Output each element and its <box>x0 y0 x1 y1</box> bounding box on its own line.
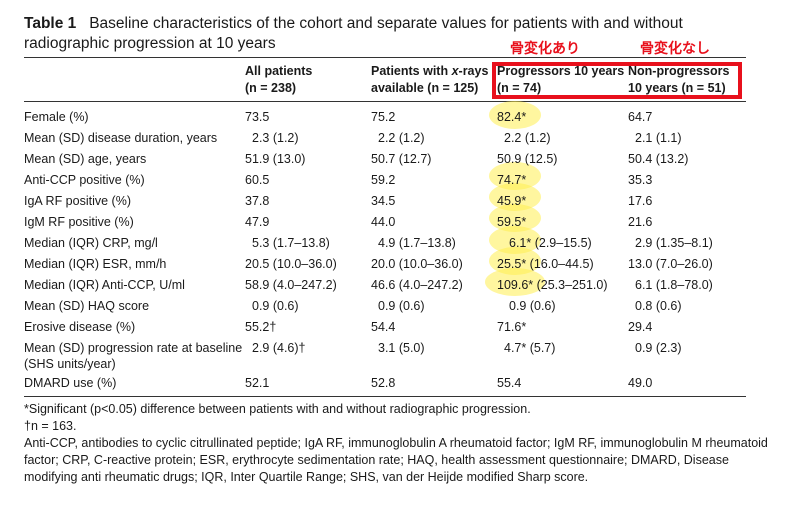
row-label: Anti-CCP positive (%) <box>24 173 145 187</box>
cell-xray: 54.4 <box>371 320 396 334</box>
cell-non-progressors: 0.9 (2.3) <box>635 341 682 355</box>
row-label: Median (IQR) Anti-CCP, U/ml <box>24 278 185 292</box>
cell-all: 55.2† <box>245 320 277 334</box>
group-header-highlight-box <box>492 62 742 99</box>
row-label: Median (IQR) ESR, mm/h <box>24 257 167 271</box>
cell-all: 60.5 <box>245 173 270 187</box>
cell-xray: 0.9 (0.6) <box>378 299 425 313</box>
cell-progressors: 109.6* (25.3–251.0) <box>497 278 608 292</box>
row-label: Mean (SD) disease duration, years <box>24 131 218 145</box>
table-caption-line1: Baseline characteristics of the cohort a… <box>89 15 683 32</box>
cell-xray: 3.1 (5.0) <box>378 341 425 355</box>
cell-progressors: 74.7* <box>497 173 527 187</box>
row-label: DMARD use (%) <box>24 376 117 390</box>
footnote-significance: *Significant (p<0.05) difference between… <box>24 402 531 416</box>
row-label: Female (%) <box>24 110 89 124</box>
table-number: Table 1 <box>24 15 77 32</box>
cell-all: 5.3 (1.7–13.8) <box>252 236 330 250</box>
cell-non-progressors: 64.7 <box>628 110 653 124</box>
cell-progressors: 55.4 <box>497 376 522 390</box>
row-label: IgM RF positive (%) <box>24 215 134 229</box>
row-label: Erosive disease (%) <box>24 320 136 334</box>
cell-progressors: 4.7* (5.7) <box>504 341 556 355</box>
cell-non-progressors: 35.3 <box>628 173 653 187</box>
cell-non-progressors: 2.1 (1.1) <box>635 131 682 145</box>
significance-highlight <box>489 101 541 129</box>
cell-non-progressors: 29.4 <box>628 320 653 334</box>
cell-progressors: 0.9 (0.6) <box>509 299 556 313</box>
cell-non-progressors: 6.1 (1.8–78.0) <box>635 278 713 292</box>
cell-xray: 20.0 (10.0–36.0) <box>371 257 463 271</box>
cell-xray: 75.2 <box>371 110 396 124</box>
cell-all: 20.5 (10.0–36.0) <box>245 257 337 271</box>
footnote-abbreviations: Anti-CCP, antibodies to cyclic citrullin… <box>24 436 768 484</box>
cell-all: 2.9 (4.6)† <box>252 341 306 355</box>
cell-non-progressors: 17.6 <box>628 194 653 208</box>
column-header-all-patients: All patients (n = 238) <box>245 64 313 95</box>
cell-xray: 4.9 (1.7–13.8) <box>378 236 456 250</box>
column-header-progressors: Progressors 10 years (n = 74) <box>497 64 625 95</box>
cell-progressors: 50.9 (12.5) <box>497 152 558 166</box>
cell-non-progressors: 50.4 (13.2) <box>628 152 689 166</box>
cell-non-progressors: 49.0 <box>628 376 653 390</box>
cell-xray: 46.6 (4.0–247.2) <box>371 278 463 292</box>
row-label: Mean (SD) age, years <box>24 152 147 166</box>
row-label: Mean (SD) HAQ score <box>24 299 150 313</box>
row-label: IgA RF positive (%) <box>24 194 131 208</box>
cell-all: 52.1 <box>245 376 270 390</box>
cell-non-progressors: 0.8 (0.6) <box>635 299 682 313</box>
cell-non-progressors: 2.9 (1.35–8.1) <box>635 236 713 250</box>
cell-non-progressors: 13.0 (7.0–26.0) <box>628 257 713 271</box>
cell-all: 51.9 (13.0) <box>245 152 306 166</box>
cell-xray: 50.7 (12.7) <box>371 152 432 166</box>
row-label: Mean (SD) progression rate at baseline (S… <box>24 341 243 371</box>
cell-all: 73.5 <box>245 110 270 124</box>
cell-progressors: 2.2 (1.2) <box>504 131 551 145</box>
cell-non-progressors: 21.6 <box>628 215 653 229</box>
no-progress-annotation: 骨変化なし <box>640 41 710 57</box>
cell-all: 37.8 <box>245 194 270 208</box>
column-header-non-progressors: Non-progressors 10 years (n = 51) <box>628 64 730 95</box>
table-caption-line2: radiographic progression at 10 years <box>24 35 276 52</box>
significance-highlight <box>485 268 545 296</box>
row-label: Median (IQR) CRP, mg/l <box>24 236 158 250</box>
cell-xray: 34.5 <box>371 194 396 208</box>
footnote-dagger: †n = 163. <box>24 419 77 433</box>
cell-all: 2.3 (1.2) <box>252 131 299 145</box>
cell-xray: 44.0 <box>371 215 396 229</box>
cell-progressors: 6.1* (2.9–15.5) <box>509 236 592 250</box>
cell-progressors: 45.9* <box>497 194 527 208</box>
cell-progressors: 59.5* <box>497 215 527 229</box>
cell-all: 0.9 (0.6) <box>252 299 299 313</box>
cell-xray: 52.8 <box>371 376 396 390</box>
cell-progressors: 82.4* <box>497 110 527 124</box>
cell-xray: 2.2 (1.2) <box>378 131 425 145</box>
cell-progressors: 71.6* <box>497 320 527 334</box>
cell-all: 58.9 (4.0–247.2) <box>245 278 337 292</box>
cell-progressors: 25.5* (16.0–44.5) <box>497 257 594 271</box>
progress-annotation: 骨変化あり <box>510 41 580 57</box>
table-top-rule <box>24 57 746 58</box>
cell-all: 47.9 <box>245 215 270 229</box>
header-bottom-rule <box>24 101 746 102</box>
table-bottom-rule <box>24 396 746 397</box>
table-title: Table 1 Baseline characteristics of the … <box>24 14 683 54</box>
cell-xray: 59.2 <box>371 173 396 187</box>
column-header-xray: Patients with x-rays available (n = 125) <box>371 64 489 95</box>
